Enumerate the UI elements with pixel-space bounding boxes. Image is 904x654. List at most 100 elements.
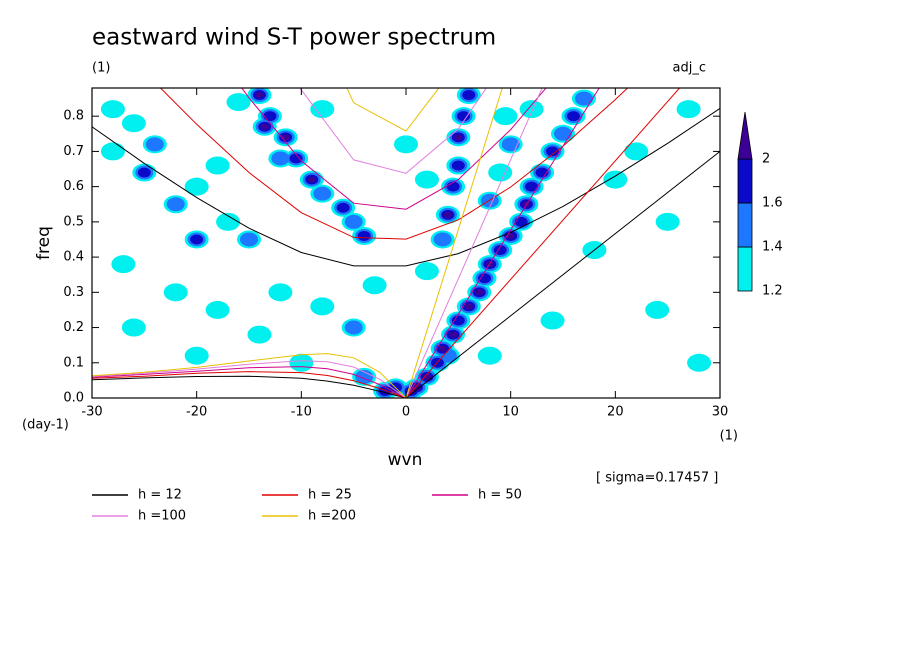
dispersion-curve bbox=[92, 107, 720, 267]
x-tick-label: 0 bbox=[402, 405, 410, 420]
spectrum-cell bbox=[281, 134, 290, 141]
y-axis-unit: (day-1) bbox=[22, 418, 69, 433]
spectrum-cell bbox=[451, 160, 465, 171]
spectrum-cell bbox=[574, 91, 593, 106]
colorbar-label: 2 bbox=[762, 152, 770, 167]
spectrum-cell bbox=[451, 315, 465, 326]
spectrum-cell bbox=[357, 230, 371, 241]
spectrum-cell bbox=[121, 114, 146, 133]
spectrum-cell bbox=[344, 214, 363, 229]
colorbar-extend bbox=[737, 111, 753, 160]
spectrum-cell bbox=[336, 202, 350, 213]
spectrum-cell bbox=[271, 151, 290, 166]
spectrum-cell bbox=[655, 212, 680, 231]
tag: adj_c bbox=[673, 61, 706, 76]
spectrum-cell bbox=[260, 123, 269, 130]
colorbar-box bbox=[737, 202, 753, 248]
spectrum-cell bbox=[446, 181, 460, 192]
spectrum-cell bbox=[554, 126, 572, 141]
dispersion-curve bbox=[405, 88, 543, 398]
y-tick-label: 0.5 bbox=[63, 214, 84, 229]
spectrum-cell bbox=[362, 276, 387, 295]
spectrum-cell bbox=[263, 111, 277, 122]
spectrum-cell bbox=[478, 273, 491, 284]
legend-label: h =200 bbox=[308, 509, 356, 524]
spectrum-cell bbox=[205, 300, 230, 319]
legend-label: h = 50 bbox=[478, 488, 522, 503]
spectrum-cell bbox=[676, 100, 701, 119]
spectrum-cell bbox=[394, 135, 418, 154]
spectrum-cell bbox=[313, 186, 332, 201]
spectrum-cell bbox=[443, 211, 452, 218]
spectrum-cell bbox=[344, 320, 363, 335]
legend-label: h =100 bbox=[138, 509, 186, 524]
dispersion-curve bbox=[405, 151, 720, 398]
colorbar-label: 1.4 bbox=[762, 240, 783, 255]
spectrum-cell bbox=[163, 283, 188, 302]
y-axis-label: freq bbox=[34, 226, 54, 260]
spectrum-cell bbox=[184, 177, 209, 196]
spectrum-cell bbox=[184, 346, 209, 365]
spectrum-cell bbox=[121, 318, 146, 337]
spectrum-cell bbox=[488, 163, 513, 182]
spectrum-cell bbox=[205, 156, 230, 175]
y-tick-label: 0.8 bbox=[63, 109, 84, 124]
dispersion-curve bbox=[92, 366, 407, 398]
x-tick-label: -10 bbox=[291, 405, 312, 420]
chart-title: eastward wind S-T power spectrum bbox=[92, 25, 496, 51]
colorbar-box bbox=[737, 158, 753, 204]
spectrum-cell bbox=[216, 212, 241, 231]
spectrum-cell bbox=[603, 170, 628, 189]
x-axis-label: wvn bbox=[388, 450, 423, 470]
dispersion-curve bbox=[159, 88, 629, 240]
spectrum-cell bbox=[454, 134, 463, 141]
colorbar-label: 1.6 bbox=[762, 196, 783, 211]
y-tick-label: 0.3 bbox=[63, 285, 84, 300]
y-tick-label: 0.7 bbox=[63, 144, 84, 159]
x-tick-label: 10 bbox=[502, 405, 519, 420]
y-tick-label: 0.6 bbox=[63, 179, 84, 194]
spectrum-cell bbox=[226, 93, 251, 112]
spectrum-cell bbox=[540, 311, 565, 330]
spectrum-cell bbox=[137, 167, 151, 178]
legend-label: h = 12 bbox=[138, 488, 182, 503]
dispersion-curve bbox=[405, 88, 600, 398]
dispersion-curve bbox=[92, 353, 407, 398]
spectrum-cell bbox=[457, 111, 471, 122]
colorbar-label: 1.2 bbox=[762, 284, 783, 299]
spectrum-cell bbox=[145, 137, 164, 152]
x-tick-label: 30 bbox=[712, 405, 729, 420]
spectrum-cell bbox=[506, 232, 515, 239]
dispersion-curve bbox=[241, 88, 547, 210]
spectrum-cell bbox=[414, 170, 439, 189]
x-tick-label: -30 bbox=[81, 405, 102, 420]
spectrum-cell bbox=[546, 146, 560, 157]
spectrum-cell bbox=[190, 234, 204, 245]
legend-label: h = 25 bbox=[308, 488, 352, 503]
spectrum-cell bbox=[493, 107, 518, 126]
chart-subtitle: (1) bbox=[92, 61, 110, 76]
spectrum-cell bbox=[100, 100, 125, 119]
spectrum-cell bbox=[414, 262, 439, 281]
spectrum-cell bbox=[525, 181, 539, 192]
annotation: [ sigma=0.17457 ] bbox=[596, 471, 718, 486]
spectrum-cell bbox=[519, 100, 544, 119]
colorbar-box bbox=[737, 246, 753, 292]
spectrum-cell bbox=[166, 197, 185, 212]
dispersion-curve bbox=[405, 88, 681, 398]
spectrum-cell bbox=[247, 325, 272, 344]
spectrum-cell bbox=[307, 176, 316, 183]
y-tick-label: 0.2 bbox=[63, 320, 84, 335]
spectrum-cell bbox=[100, 142, 125, 161]
spectrum-cell bbox=[289, 353, 314, 372]
y-tick-label: 0.4 bbox=[63, 250, 84, 265]
spectrum-cell bbox=[566, 111, 580, 122]
spectrum-cell bbox=[240, 232, 258, 247]
dispersion-curve bbox=[92, 375, 407, 398]
dispersion-curve bbox=[346, 88, 440, 132]
spectrum-cell bbox=[438, 345, 447, 352]
dispersion-curve bbox=[92, 371, 407, 398]
spectrum-field bbox=[100, 88, 712, 398]
spectrum-cell bbox=[624, 142, 649, 161]
